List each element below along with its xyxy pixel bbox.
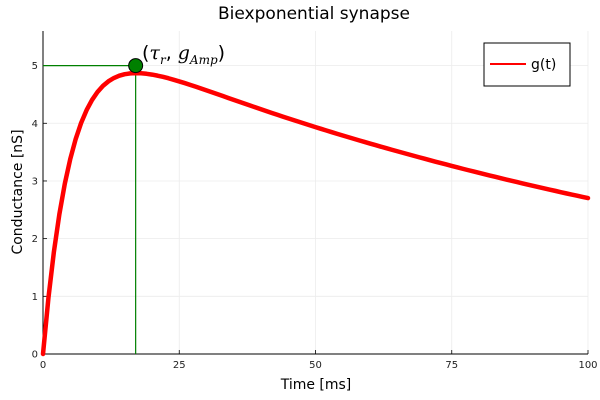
x-ticks: 0 25 50 75 100 xyxy=(40,350,598,371)
y-tick-label: 3 xyxy=(32,176,38,187)
annotation-tau: τ xyxy=(149,42,160,64)
legend: g(t) xyxy=(483,42,571,87)
y-axis-label: Conductance [nS] xyxy=(10,129,26,254)
y-tick-label: 0 xyxy=(32,350,38,361)
annotation-comma: , xyxy=(166,42,172,64)
y-tick-label: 4 xyxy=(32,119,38,130)
series-line-g-t xyxy=(40,70,591,357)
annotation-g: g xyxy=(178,42,190,64)
x-axis-label: Time [ms] xyxy=(280,377,352,393)
peak-marker xyxy=(128,58,144,74)
annotation-open-paren: ( xyxy=(142,42,149,64)
x-tick-label: 100 xyxy=(578,360,597,371)
x-tick-label: 0 xyxy=(40,360,46,371)
x-tick-label: 75 xyxy=(445,360,458,371)
annotation-g-subscript: Amp xyxy=(189,53,218,67)
chart-title: Biexponential synapse xyxy=(218,4,410,24)
x-tick-label: 25 xyxy=(173,360,186,371)
annotation-close-paren: ) xyxy=(218,42,225,64)
legend-label-g-t: g(t) xyxy=(531,57,556,73)
annotation-tau-subscript: r xyxy=(160,53,167,67)
peak-annotation: (τr, gAmp) xyxy=(142,42,225,67)
y-tick-label: 5 xyxy=(32,61,38,72)
x-tick-label: 50 xyxy=(309,360,322,371)
y-tick-label: 1 xyxy=(32,292,38,303)
y-tick-label: 2 xyxy=(32,234,38,245)
